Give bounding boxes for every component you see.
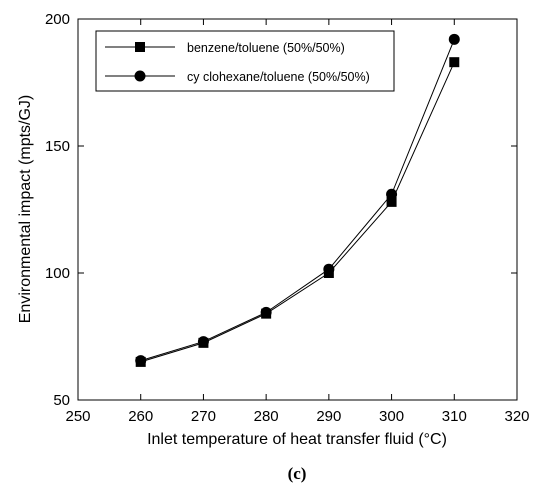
data-point-circle [323, 263, 335, 275]
data-point-square [449, 57, 460, 68]
data-point-circle [197, 336, 209, 348]
data-point-circle [386, 188, 398, 200]
x-tick-label: 310 [442, 408, 467, 425]
x-tick-label: 250 [65, 408, 90, 425]
plot-area-frame [77, 18, 518, 401]
legend-box [95, 30, 395, 92]
y-tick-label: 100 [45, 265, 70, 282]
series-line-0 [140, 61, 455, 363]
x-axis-label: Inlet temperature of heat transfer fluid… [147, 431, 447, 448]
axis-ticks: 250 260 270 280 290 300 310 320 50 100 150 200 [45, 11, 530, 425]
data-point-square [386, 196, 397, 207]
x-tick-label: 270 [191, 408, 216, 425]
y-axis-label: Environmental impact (mpts/GJ) [17, 95, 34, 324]
legend-marker-circle [134, 70, 146, 82]
data-point-circle [260, 306, 272, 318]
x-tick-label: 260 [128, 408, 153, 425]
y-tick-label: 150 [45, 138, 70, 155]
legend-marker-square [135, 42, 145, 52]
legend-label-cyclohexane-toluene: cy clohexane/toluene (50%/50%) [187, 70, 370, 84]
x-tick-label: 300 [379, 408, 404, 425]
x-tick-label: 290 [316, 408, 341, 425]
series-layer [135, 33, 460, 367]
y-tick-label: 50 [53, 392, 70, 409]
data-point-circle [448, 33, 460, 45]
series-line-1 [140, 39, 455, 362]
x-tick-label: 280 [254, 408, 279, 425]
panel-label: (c) [288, 464, 307, 483]
legend: benzene/toluene (50%/50%) cy clohexane/t… [95, 30, 395, 92]
data-point-circle [135, 355, 147, 367]
y-tick-label: 200 [45, 11, 70, 28]
legend-label-benzene-toluene: benzene/toluene (50%/50%) [187, 41, 345, 55]
x-tick-label: 320 [504, 408, 529, 425]
